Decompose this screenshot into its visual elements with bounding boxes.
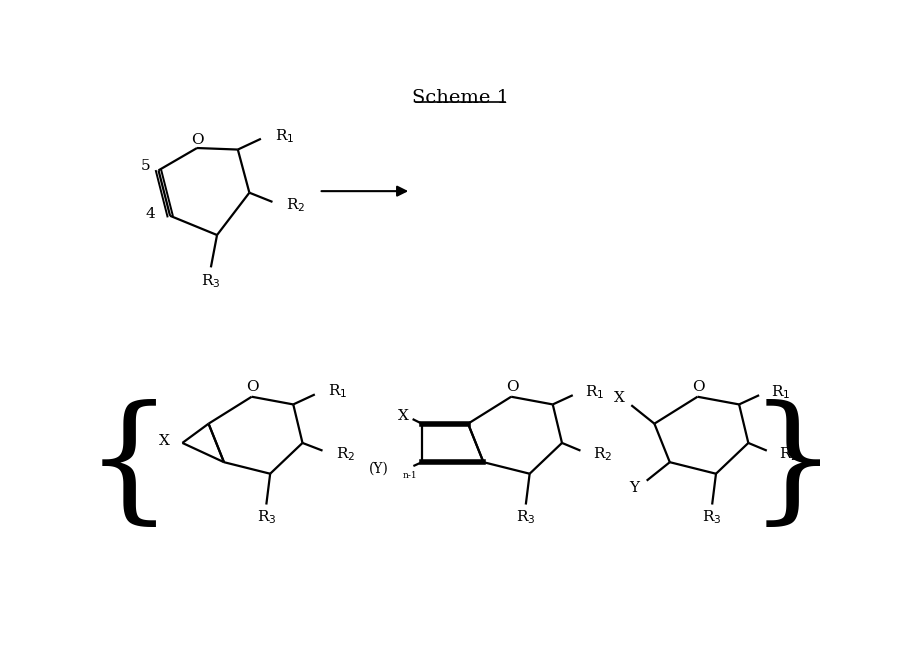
Text: X: X <box>159 434 170 449</box>
Text: }: } <box>749 399 837 533</box>
Text: 5: 5 <box>140 159 150 173</box>
Text: R$_1$: R$_1$ <box>275 127 294 144</box>
Text: O: O <box>505 380 518 394</box>
Text: R$_3$: R$_3$ <box>201 272 220 290</box>
Text: R$_1$: R$_1$ <box>771 383 791 401</box>
Text: O: O <box>191 133 204 146</box>
Text: R$_3$: R$_3$ <box>516 508 536 525</box>
Text: R$_3$: R$_3$ <box>256 508 276 525</box>
Text: O: O <box>246 380 259 394</box>
Text: n-1: n-1 <box>403 471 417 480</box>
Text: R$_2$: R$_2$ <box>592 445 612 462</box>
Text: X: X <box>398 409 409 423</box>
Text: R$_3$: R$_3$ <box>702 508 722 525</box>
Text: (Y): (Y) <box>369 461 388 476</box>
Text: O: O <box>692 380 705 394</box>
Text: {: { <box>85 399 173 533</box>
Text: R$_2$: R$_2$ <box>335 445 355 462</box>
Text: 4: 4 <box>146 207 156 221</box>
Text: Y: Y <box>629 482 639 495</box>
Text: X: X <box>613 390 625 405</box>
Text: R$_2$: R$_2$ <box>287 196 306 214</box>
Text: R$_1$: R$_1$ <box>585 383 604 401</box>
Text: R$_1$: R$_1$ <box>328 382 347 400</box>
Text: R$_2$: R$_2$ <box>779 445 798 462</box>
Text: Scheme 1: Scheme 1 <box>412 89 509 107</box>
